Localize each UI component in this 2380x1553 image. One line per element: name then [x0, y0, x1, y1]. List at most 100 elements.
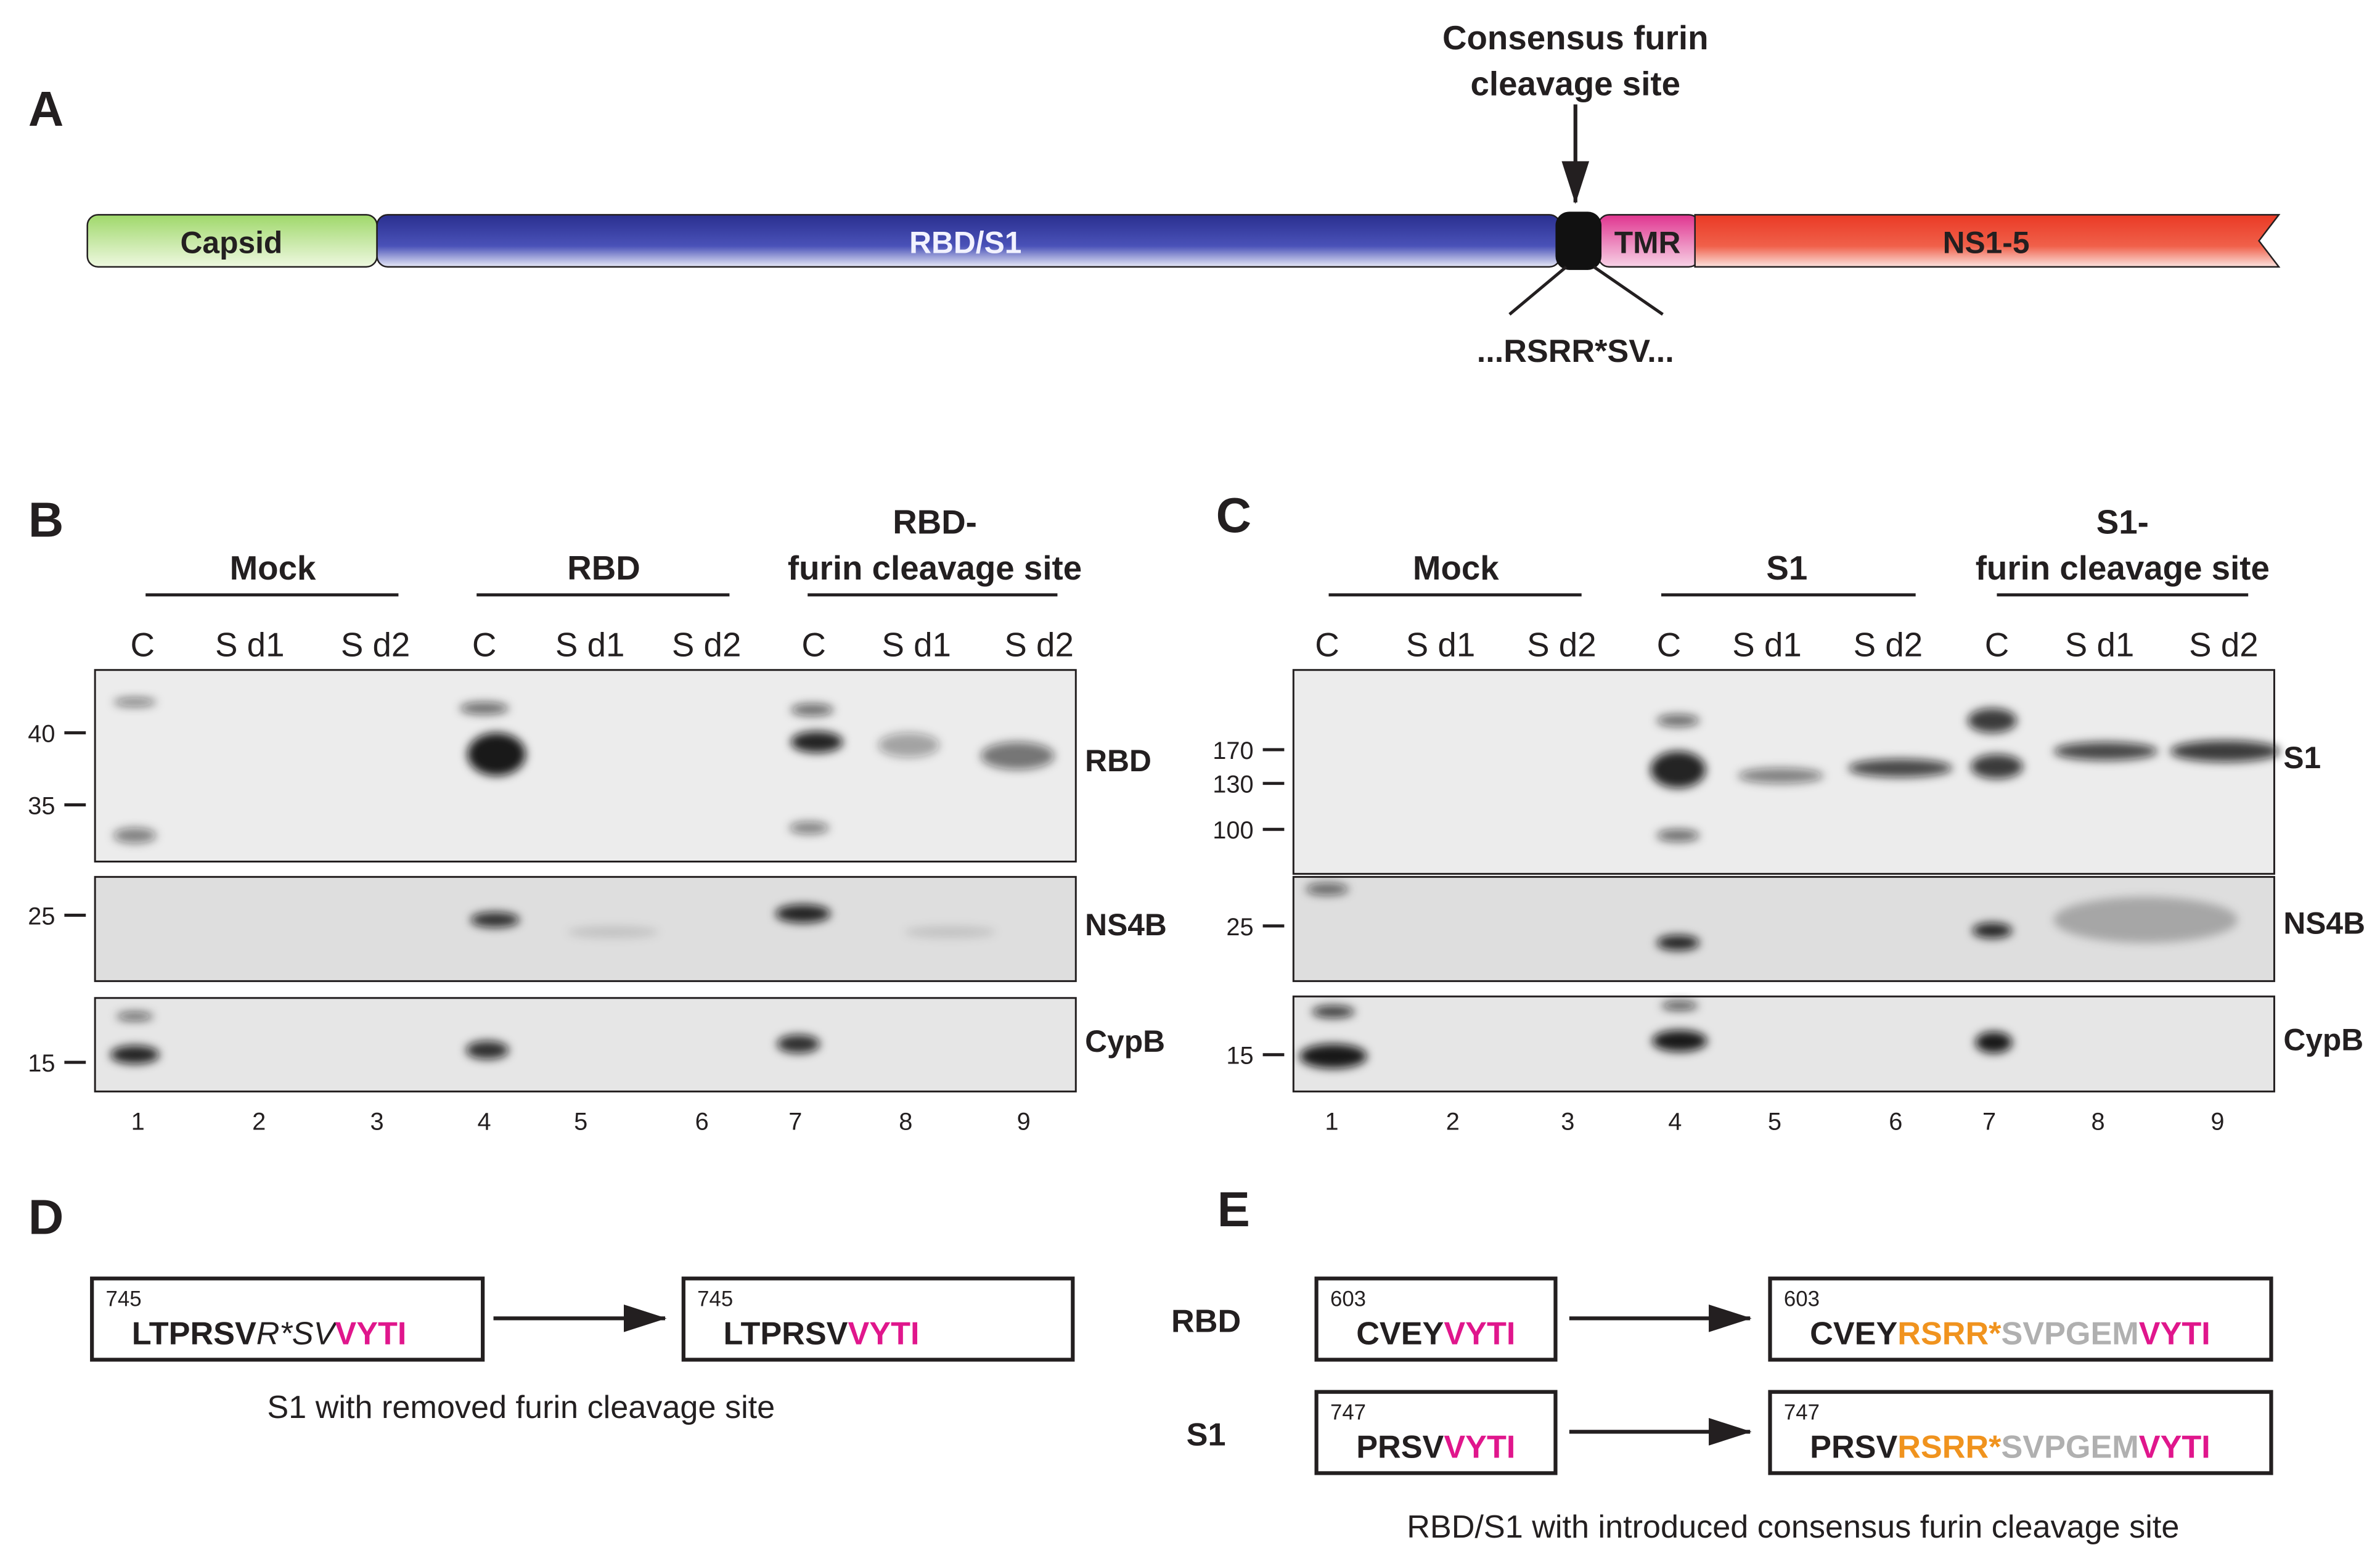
sequence-box: [1768, 1276, 2273, 1362]
sequence-segment: VYTI: [2139, 1316, 2210, 1352]
panel-label: D: [28, 1190, 63, 1245]
band: [878, 732, 940, 758]
cleavage-site: [1555, 211, 1602, 270]
sequence-box: [1314, 1276, 1558, 1362]
band: [566, 925, 660, 938]
annotation: Consensus furin: [1442, 18, 1708, 57]
lane-label: S d1: [1406, 625, 1476, 663]
residue-number: 747: [1330, 1400, 1366, 1424]
lane-label: C: [130, 625, 155, 663]
marker-label: 25: [1226, 914, 1253, 941]
lane-number: 8: [2091, 1108, 2104, 1136]
lane-label: S d2: [2189, 625, 2259, 663]
band: [113, 697, 157, 707]
blot: [1292, 995, 2275, 1092]
row-label: S1: [1187, 1417, 1226, 1453]
sequence-segment: VYTI: [335, 1316, 406, 1352]
blot-label: CypB: [1085, 1024, 1165, 1059]
panel-label: A: [28, 81, 63, 136]
lane-number: 1: [131, 1108, 145, 1136]
blot: [94, 669, 1077, 863]
lane-number: 3: [370, 1108, 384, 1136]
sequence-box: [1314, 1390, 1558, 1475]
sequence-segment: VYTI: [848, 1316, 919, 1352]
band: [465, 1041, 509, 1060]
band: [790, 703, 834, 716]
pointer-line: [1508, 265, 1568, 316]
sequence: LTPRSVR*SVVYTI: [132, 1316, 407, 1352]
residue-number: 747: [1784, 1400, 1820, 1424]
band: [1312, 1006, 1355, 1018]
lane-label: S d1: [2065, 625, 2135, 663]
blot-label: RBD: [1085, 744, 1151, 778]
band: [1652, 1030, 1707, 1052]
band: [1738, 768, 1824, 784]
lane-label: C: [1657, 625, 1682, 663]
lane-number: 6: [695, 1108, 709, 1136]
lane-label: C: [801, 625, 826, 663]
lane-number: 9: [2210, 1108, 2224, 1136]
lane-number: 7: [788, 1108, 802, 1136]
lane-label: S d1: [555, 625, 625, 663]
band: [789, 821, 830, 834]
band: [790, 731, 843, 753]
lane-number: 9: [1017, 1108, 1031, 1136]
annotation: cleavage site: [1471, 64, 1681, 102]
marker-label: 15: [28, 1050, 55, 1077]
group-label: RBD: [567, 549, 640, 587]
domain-label: NS1-5: [1943, 225, 2030, 260]
sequence-segment: LTPRSV: [132, 1316, 256, 1352]
lane-number: 6: [1889, 1108, 1902, 1136]
sequence: PRSVVYTI: [1356, 1430, 1515, 1465]
band: [110, 1045, 160, 1064]
domain-label: TMR: [1614, 225, 1681, 260]
lane-label: S d1: [881, 625, 951, 663]
sequence: CVEYRSRR*SVPGEMVYTI: [1810, 1316, 2210, 1352]
band: [1661, 1001, 1698, 1010]
residue-number: 745: [697, 1287, 733, 1311]
band: [1968, 708, 2017, 733]
band: [1848, 758, 1953, 777]
sequence-segment: PRSV: [1356, 1430, 1444, 1465]
marker-label: 35: [28, 792, 55, 819]
lane-label: C: [1985, 625, 2010, 663]
band: [2053, 896, 2238, 943]
lane-label: S d2: [341, 625, 411, 663]
row-label: RBD: [1171, 1304, 1241, 1340]
band: [1975, 1031, 2013, 1054]
sequence-segment: PRSV: [1810, 1430, 1897, 1465]
lane-number: 5: [574, 1108, 587, 1136]
lane-label: S d1: [1732, 625, 1802, 663]
sequence-box: [681, 1276, 1075, 1362]
residue-number: 603: [1784, 1287, 1820, 1311]
band: [470, 912, 520, 928]
band: [1971, 754, 2023, 779]
sequence-segment: VYTI: [2139, 1430, 2210, 1465]
band: [777, 1035, 820, 1054]
blot: [94, 997, 1077, 1092]
band: [2170, 740, 2281, 762]
sequence-segment: R*SV: [256, 1316, 338, 1352]
group-label: RBD-: [893, 502, 977, 541]
band: [1656, 935, 1700, 951]
lane-label: C: [1315, 625, 1339, 663]
band: [1656, 829, 1700, 842]
domain-label: RBD/S1: [909, 225, 1021, 260]
sequence-segment: RSRR*: [1897, 1430, 2002, 1465]
band: [981, 742, 1055, 770]
band: [1306, 883, 1349, 896]
lane-number: 4: [1668, 1108, 1682, 1136]
blot-label: NS4B: [2283, 906, 2365, 940]
band: [2053, 742, 2158, 761]
band: [1656, 714, 1700, 727]
pointer-line: [1593, 265, 1664, 316]
group-label: Mock: [1413, 549, 1499, 587]
residue-number: 745: [106, 1287, 142, 1311]
marker-label: 15: [1226, 1043, 1253, 1070]
sequence-segment: SVPGEM: [2001, 1430, 2138, 1465]
band: [904, 925, 997, 938]
lane-number: 3: [1561, 1108, 1574, 1136]
band: [113, 827, 157, 843]
marker-label: 25: [28, 903, 55, 930]
lane-label: C: [472, 625, 496, 663]
